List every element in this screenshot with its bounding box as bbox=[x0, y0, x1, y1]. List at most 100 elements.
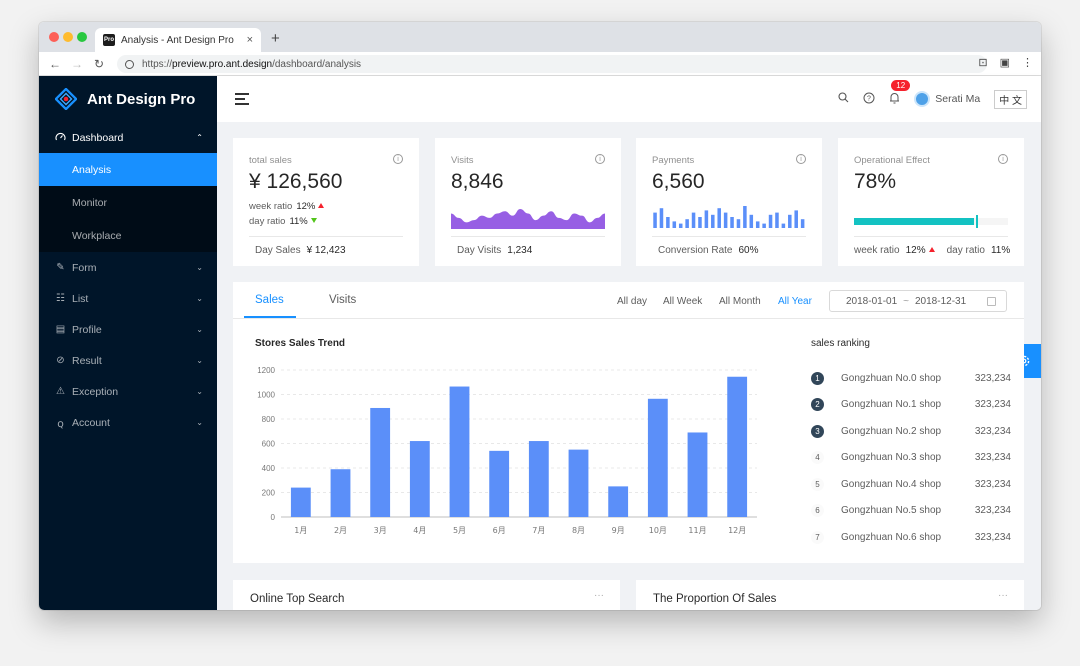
range-all-year[interactable]: All Year bbox=[778, 296, 812, 307]
sidebar-item-workplace[interactable]: Workplace bbox=[39, 219, 217, 252]
sidebar-item-exception[interactable]: ⚠ Exception ⌄ bbox=[39, 376, 217, 407]
chart-bar bbox=[290, 487, 311, 517]
minimize-window-button[interactable] bbox=[63, 32, 73, 42]
stat-card-payments: Payments i 6,560 Conversion Rate 60% bbox=[636, 138, 822, 266]
divider bbox=[249, 236, 403, 237]
x-tick-label: 1月 bbox=[294, 526, 307, 535]
chart-bar bbox=[330, 469, 351, 517]
tab-close-icon[interactable]: × bbox=[246, 34, 253, 46]
info-icon[interactable]: i bbox=[796, 154, 806, 164]
sidebar-item-label: Result bbox=[72, 354, 102, 367]
y-tick-label: 0 bbox=[271, 513, 276, 522]
forward-icon[interactable]: → bbox=[71, 56, 83, 71]
sales-proportion-card: The Proportion Of Sales ··· bbox=[636, 580, 1024, 610]
list-item[interactable]: 6 Gongzhuan No.5 shop 323,234 bbox=[811, 498, 1011, 525]
list-item[interactable]: 5 Gongzhuan No.4 shop 323,234 bbox=[811, 471, 1011, 498]
bell-icon[interactable]: 12 bbox=[889, 79, 911, 107]
app-header: ? 12 Serati Ma 中 文 bbox=[217, 76, 1041, 122]
chevron-down-icon: ⌄ bbox=[196, 294, 203, 303]
divider bbox=[854, 236, 1008, 237]
divider bbox=[652, 236, 806, 237]
chart-bar bbox=[449, 386, 470, 517]
sidebar-item-account[interactable]: ꞯ Account ⌄ bbox=[39, 407, 217, 438]
chart-bar bbox=[528, 441, 549, 517]
search-icon[interactable] bbox=[838, 92, 849, 106]
translate-icon[interactable]: ⊡ bbox=[978, 57, 988, 69]
chart-bar bbox=[489, 450, 510, 517]
check-circle-icon: ⊘ bbox=[56, 355, 65, 366]
x-tick-label: 10月 bbox=[649, 526, 667, 535]
address-bar[interactable]: https://preview.pro.ant.design/dashboard… bbox=[117, 55, 987, 73]
payment-bar bbox=[736, 219, 741, 228]
shop-value: 323,234 bbox=[974, 452, 1011, 464]
help-icon[interactable]: ? bbox=[863, 92, 875, 107]
user-name: Serati Ma bbox=[935, 92, 981, 105]
date-range-picker[interactable]: 2018-01-01 ~ 2018-12-31 bbox=[829, 290, 1007, 312]
sidebar-item-monitor[interactable]: Monitor bbox=[39, 186, 217, 219]
stat-card-total-sales: total sales i ¥ 126,560 week ratio 12% da… bbox=[233, 138, 419, 266]
info-icon[interactable]: i bbox=[393, 154, 403, 164]
payment-bar bbox=[711, 214, 715, 228]
close-window-button[interactable] bbox=[49, 32, 59, 42]
stat-title: Operational Effect bbox=[854, 155, 930, 166]
back-icon[interactable]: ← bbox=[49, 56, 61, 71]
more-icon[interactable]: ··· bbox=[594, 590, 604, 601]
chevron-up-icon: ⌃ bbox=[196, 133, 203, 142]
menu-fold-icon[interactable] bbox=[235, 93, 249, 105]
sidebar-item-form[interactable]: ✎ Form ⌄ bbox=[39, 252, 217, 283]
reload-icon[interactable]: ↻ bbox=[93, 56, 105, 71]
dashboard-icon bbox=[55, 132, 66, 143]
payment-bar bbox=[743, 206, 747, 228]
more-icon[interactable]: ··· bbox=[998, 590, 1008, 601]
x-tick-label: 5月 bbox=[453, 526, 466, 535]
shop-value: 323,234 bbox=[974, 399, 1011, 411]
stat-title: Payments bbox=[652, 155, 695, 166]
profile-icon[interactable]: ▣ bbox=[999, 57, 1010, 69]
browser-tab[interactable]: Pro Analysis - Ant Design Pro × bbox=[95, 28, 261, 52]
info-icon[interactable]: i bbox=[998, 154, 1008, 164]
sidebar-item-profile[interactable]: ▤ Profile ⌄ bbox=[39, 314, 217, 345]
sidebar-item-label: Analysis bbox=[72, 163, 112, 176]
calendar-icon bbox=[987, 297, 996, 306]
sidebar-item-result[interactable]: ⊘ Result ⌄ bbox=[39, 345, 217, 376]
list-item[interactable]: 2 Gongzhuan No.1 shop 323,234 bbox=[811, 392, 1011, 419]
list-item[interactable]: 1 Gongzhuan No.0 shop 323,234 bbox=[811, 365, 1011, 392]
browser-window: Pro Analysis - Ant Design Pro × + ← → ↻ … bbox=[39, 22, 1041, 610]
maximize-window-button[interactable] bbox=[77, 32, 87, 42]
profile-icon: ▤ bbox=[55, 324, 66, 335]
list-item[interactable]: 4 Gongzhuan No.3 shop 323,234 bbox=[811, 445, 1011, 472]
sidebar-item-dashboard[interactable]: Dashboard ⌃ bbox=[39, 122, 217, 153]
browser-menu-icon[interactable]: ⋮ bbox=[1022, 57, 1033, 69]
online-top-search-card: Online Top Search ··· bbox=[233, 580, 620, 610]
payment-bar bbox=[768, 214, 773, 228]
list-item[interactable]: 7 Gongzhuan No.6 shop 323,234 bbox=[811, 524, 1011, 551]
payment-bar bbox=[755, 221, 760, 228]
range-all-week[interactable]: All Week bbox=[663, 296, 703, 307]
range-all-day[interactable]: All day bbox=[617, 296, 648, 307]
stat-footer: week ratio 12% day ratio 11% bbox=[854, 245, 1011, 256]
stat-footer: Conversion Rate 60% bbox=[658, 245, 759, 256]
range-all-month[interactable]: All Month bbox=[719, 296, 761, 307]
stat-title: Visits bbox=[451, 155, 474, 166]
site-info-icon[interactable] bbox=[125, 59, 134, 69]
payment-bar bbox=[723, 212, 728, 228]
stat-title: total sales bbox=[249, 155, 292, 166]
user-icon: ꞯ bbox=[57, 418, 64, 430]
tab-visits[interactable]: Visits bbox=[329, 294, 357, 306]
sidebar-item-label: List bbox=[72, 292, 89, 305]
chevron-down-icon: ⌄ bbox=[196, 418, 203, 427]
sidebar-item-list[interactable]: ☷ List ⌄ bbox=[39, 283, 217, 314]
payment-bar bbox=[717, 208, 721, 228]
user-menu[interactable]: Serati Ma bbox=[914, 91, 980, 107]
language-switch[interactable]: 中 文 bbox=[994, 89, 1027, 109]
sidebar-item-analysis[interactable]: Analysis bbox=[39, 153, 217, 186]
dashboard-submenu: Analysis Monitor Workplace bbox=[39, 153, 217, 252]
list-item[interactable]: 3 Gongzhuan No.2 shop 323,234 bbox=[811, 418, 1011, 445]
date-end: 2018-12-31 bbox=[915, 295, 967, 307]
info-icon[interactable]: i bbox=[595, 154, 605, 164]
payment-bar bbox=[749, 214, 754, 228]
app-logo[interactable]: Ant Design Pro bbox=[39, 76, 217, 122]
tab-sales[interactable]: Sales bbox=[255, 294, 284, 306]
sales-tabs: Sales Visits All day All Week All Month … bbox=[233, 282, 1024, 319]
new-tab-button[interactable]: + bbox=[271, 30, 280, 47]
